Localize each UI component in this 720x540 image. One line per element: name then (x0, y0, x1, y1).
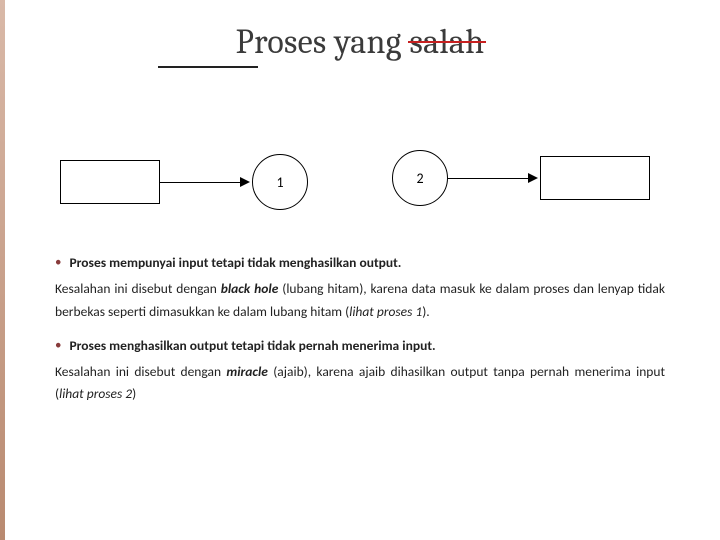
process-2-label: 2 (416, 170, 423, 187)
p1b: black hole (221, 280, 279, 297)
process-2: 2 (392, 150, 448, 206)
bullet-2: • Proses menghasilkan output tetapi tida… (55, 335, 665, 357)
box-right (540, 156, 650, 200)
title-prefix: Proses yang (236, 22, 410, 62)
bullet-1: • Proses mempunyai input tetapi tidak me… (55, 252, 665, 274)
bullet-dot-icon: • (55, 335, 61, 357)
para-2: Kesalahan ini disebut dengan miracle (aj… (55, 361, 665, 406)
arrow-1-line (160, 182, 241, 183)
title-strike: salah (410, 22, 485, 62)
body-text: • Proses mempunyai input tetapi tidak me… (55, 252, 665, 418)
bullet-2-text: Proses menghasilkan output tetapi tidak … (69, 335, 435, 357)
bullet-1-text: Proses mempunyai input tetapi tidak meng… (69, 252, 401, 274)
p2e: ) (132, 385, 136, 402)
p1d: lihat proses 1 (349, 303, 422, 320)
diagram: 1 2 (50, 120, 670, 240)
arrow-2-head (528, 173, 538, 183)
process-1: 1 (252, 154, 308, 210)
title-underline (158, 66, 258, 68)
process-1-label: 1 (276, 174, 283, 191)
bullet-dot-icon: • (55, 252, 61, 274)
title-container: Proses yang salah (0, 22, 720, 68)
slide: Proses yang salah 1 2 • Proses mempunyai… (0, 0, 720, 540)
p1e: ). (422, 303, 430, 320)
arrow-2-line (448, 178, 529, 179)
arrow-1-head (240, 177, 250, 187)
accent-bar (0, 0, 5, 540)
p2a: Kesalahan ini disebut dengan (55, 363, 226, 380)
p2b: miracle (226, 363, 268, 380)
box-left (60, 160, 160, 204)
page-title: Proses yang salah (236, 22, 485, 62)
p2d: lihat proses 2 (59, 385, 132, 402)
para-1: Kesalahan ini disebut dengan black hole … (55, 278, 665, 323)
p1a: Kesalahan ini disebut dengan (55, 280, 221, 297)
